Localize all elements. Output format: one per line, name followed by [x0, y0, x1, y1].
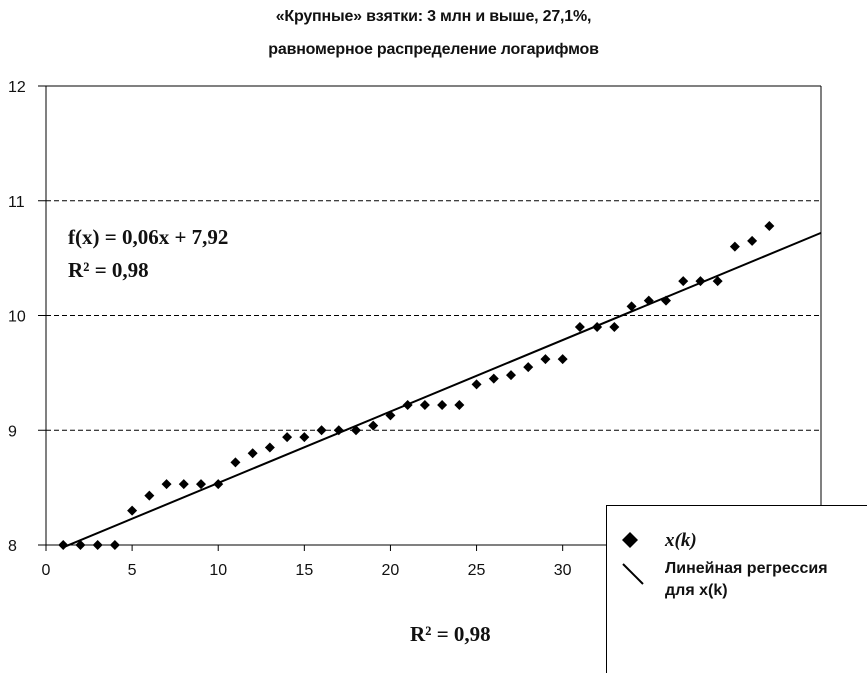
- data-point: [247, 448, 258, 459]
- diamond-icon: [622, 532, 638, 548]
- data-point: [144, 490, 155, 501]
- axes: [38, 85, 822, 551]
- data-point: [299, 432, 310, 443]
- data-point: [368, 420, 379, 431]
- data-point: [264, 442, 275, 453]
- regression-line: [62, 231, 822, 549]
- data-points: [58, 220, 775, 550]
- legend-points-label: x(k): [665, 530, 697, 551]
- data-point: [643, 295, 654, 306]
- data-point: [402, 400, 413, 411]
- legend-item-regression: Линейная регрессия для x(k): [621, 558, 828, 602]
- data-point: [626, 301, 637, 312]
- data-point: [161, 479, 172, 490]
- regression-line-group: [62, 231, 822, 549]
- data-point: [729, 241, 740, 252]
- data-point: [695, 276, 706, 287]
- data-point: [506, 370, 516, 381]
- r-squared-top-label: R² = 0,98: [68, 258, 149, 282]
- y-tick-label: 8: [8, 538, 17, 555]
- data-point: [333, 425, 344, 436]
- data-point: [58, 540, 69, 550]
- x-tick-label: 0: [42, 562, 51, 579]
- legend-item-points: x(k): [621, 530, 697, 552]
- r-squared-bottom-label: R² = 0,98: [410, 622, 491, 646]
- x-tick-label: 15: [295, 562, 313, 579]
- y-tick-label: 9: [8, 423, 17, 440]
- equation-label: f(x) = 0,06x + 7,92: [68, 225, 228, 249]
- grid-lines: [46, 200, 821, 431]
- data-point: [488, 373, 499, 384]
- x-tick-label: 20: [382, 562, 400, 579]
- y-tick-label: 10: [8, 309, 26, 326]
- legend-regression-label-1: Линейная регрессия: [665, 560, 828, 577]
- data-point: [712, 276, 723, 287]
- chart-title-line-2: равномерное распределение логарифмов: [268, 41, 599, 58]
- x-tick-label: 30: [554, 562, 572, 579]
- data-point: [523, 362, 534, 373]
- y-tick-label: 12: [8, 79, 26, 96]
- x-tick-label: 10: [209, 562, 227, 579]
- data-point: [678, 276, 689, 287]
- data-point: [127, 505, 138, 516]
- data-point: [747, 235, 758, 246]
- data-point: [316, 425, 327, 436]
- data-point: [661, 295, 671, 306]
- data-point: [557, 354, 568, 365]
- data-point: [196, 479, 206, 490]
- y-tick-label: 11: [8, 194, 25, 211]
- data-point: [351, 425, 361, 436]
- data-point: [109, 540, 120, 550]
- data-point: [282, 432, 293, 443]
- tick-labels: 8 9 10 11 12 0 5 10 15 20 25 30: [8, 79, 572, 579]
- x-tick-label: 25: [468, 562, 486, 579]
- data-point: [230, 457, 241, 468]
- data-point: [178, 479, 189, 490]
- data-point: [592, 321, 603, 332]
- data-point: [609, 321, 620, 332]
- data-point: [454, 400, 465, 411]
- data-point: [437, 400, 448, 411]
- regression-line-icon: [622, 563, 644, 585]
- data-point: [75, 540, 86, 550]
- data-point: [574, 321, 585, 332]
- legend: x(k) Линейная регрессия для x(k): [606, 505, 867, 673]
- data-point: [385, 410, 396, 421]
- x-tick-label: 5: [128, 562, 137, 579]
- data-point: [471, 379, 482, 390]
- legend-regression-label-2: для x(k): [665, 582, 728, 599]
- chart-title-line-1: «Крупные» взятки: 3 млн и выше, 27,1%,: [275, 8, 592, 25]
- data-point: [764, 220, 775, 231]
- data-point: [540, 354, 551, 365]
- data-point: [213, 479, 224, 490]
- data-point: [419, 400, 430, 411]
- data-point: [92, 540, 103, 550]
